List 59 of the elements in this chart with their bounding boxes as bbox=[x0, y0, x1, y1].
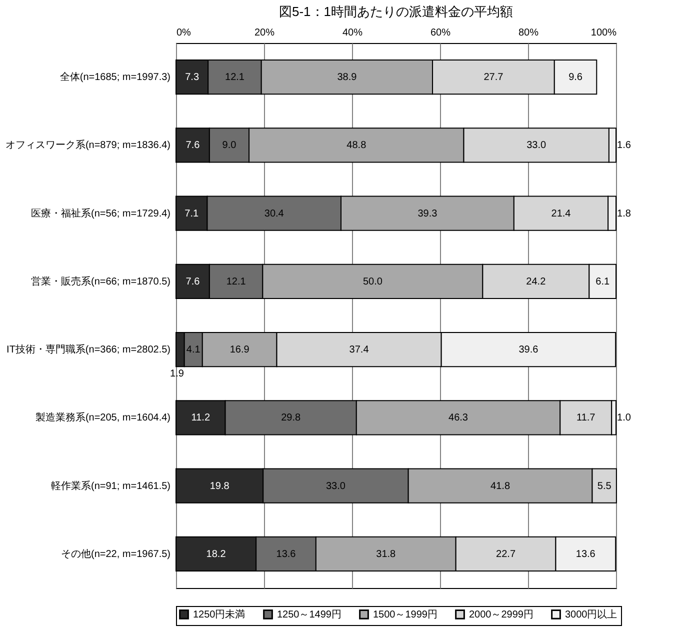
data-label: 29.8 bbox=[281, 412, 302, 424]
data-label: 9.6 bbox=[568, 72, 583, 84]
y-tick-label: 全体(n=1685; m=1997.3) bbox=[60, 71, 170, 84]
data-label: 12.1 bbox=[226, 276, 246, 288]
data-label: 46.3 bbox=[448, 412, 468, 424]
y-tick-label: IT技術・専門職系(n=366; m=2802.5) bbox=[6, 344, 170, 356]
data-label: 19.8 bbox=[210, 480, 230, 492]
data-label: 1.0 bbox=[617, 412, 632, 424]
x-tick-label: 60% bbox=[430, 28, 451, 38]
data-label: 12.1 bbox=[225, 72, 245, 84]
data-label: 7.3 bbox=[185, 72, 200, 84]
x-tick-label: 0% bbox=[176, 28, 192, 38]
y-tick-label: 営業・販売系(n=66; m=1870.5) bbox=[31, 275, 170, 288]
data-label: 7.1 bbox=[184, 208, 200, 220]
data-label: 18.2 bbox=[206, 548, 226, 560]
data-label: 7.6 bbox=[186, 140, 200, 152]
data-label: 5.5 bbox=[597, 480, 612, 492]
data-label: 1.9 bbox=[170, 368, 184, 380]
y-tick-label: その他(n=22, m=1967.5) bbox=[61, 548, 170, 560]
data-label: 24.2 bbox=[526, 276, 546, 288]
y-tick-label: 医療・福祉系(n=56; m=1729.4) bbox=[31, 207, 170, 220]
legend-label: 1250円未満 bbox=[193, 608, 246, 620]
data-label: 39.3 bbox=[418, 208, 438, 220]
data-label: 11.2 bbox=[191, 412, 210, 424]
data-label: 37.4 bbox=[349, 344, 370, 356]
data-label: 11.7 bbox=[576, 412, 596, 424]
data-label: 38.9 bbox=[337, 72, 358, 84]
x-tick-label: 80% bbox=[518, 28, 539, 38]
y-tick-label: 軽作業系(n=91; m=1461.5) bbox=[51, 480, 170, 492]
x-tick-label: 100% bbox=[590, 28, 617, 38]
data-label: 31.8 bbox=[376, 548, 396, 560]
x-tick-label: 40% bbox=[342, 28, 363, 38]
legend-label: 2000～2999円 bbox=[469, 609, 534, 620]
data-label: 9.0 bbox=[222, 140, 237, 152]
x-tick-label: 20% bbox=[254, 28, 275, 38]
legend-label: 1500～1999円 bbox=[373, 609, 438, 620]
data-label: 39.6 bbox=[518, 344, 539, 356]
data-label: 7.6 bbox=[186, 276, 200, 288]
data-label: 13.6 bbox=[276, 548, 296, 560]
data-label: 33.0 bbox=[326, 480, 346, 492]
data-label: 1.6 bbox=[617, 140, 632, 152]
data-label: 22.7 bbox=[496, 548, 516, 560]
data-label: 4.1 bbox=[186, 344, 201, 356]
data-label: 1.8 bbox=[617, 208, 632, 220]
y-tick-label: オフィスワーク系(n=879; m=1836.4) bbox=[5, 139, 170, 152]
data-label: 21.4 bbox=[551, 208, 572, 220]
data-label: 6.1 bbox=[596, 276, 610, 288]
data-label: 48.8 bbox=[346, 140, 367, 152]
legend-label: 3000円以上 bbox=[565, 608, 618, 620]
data-label: 30.4 bbox=[264, 208, 284, 220]
data-label: 16.9 bbox=[230, 344, 250, 356]
legend-label: 1250～1499円 bbox=[277, 609, 342, 620]
data-label: 27.7 bbox=[484, 72, 504, 84]
data-label: 13.6 bbox=[576, 548, 596, 560]
data-label: 41.8 bbox=[490, 480, 510, 492]
chart-title: 図5-1：1時間あたりの派遣料金の平均額 bbox=[278, 4, 514, 19]
y-tick-label: 製造業務系(n=205, m=1604.4) bbox=[35, 412, 170, 424]
data-label: 50.0 bbox=[362, 276, 383, 288]
data-label: 33.0 bbox=[526, 140, 547, 152]
